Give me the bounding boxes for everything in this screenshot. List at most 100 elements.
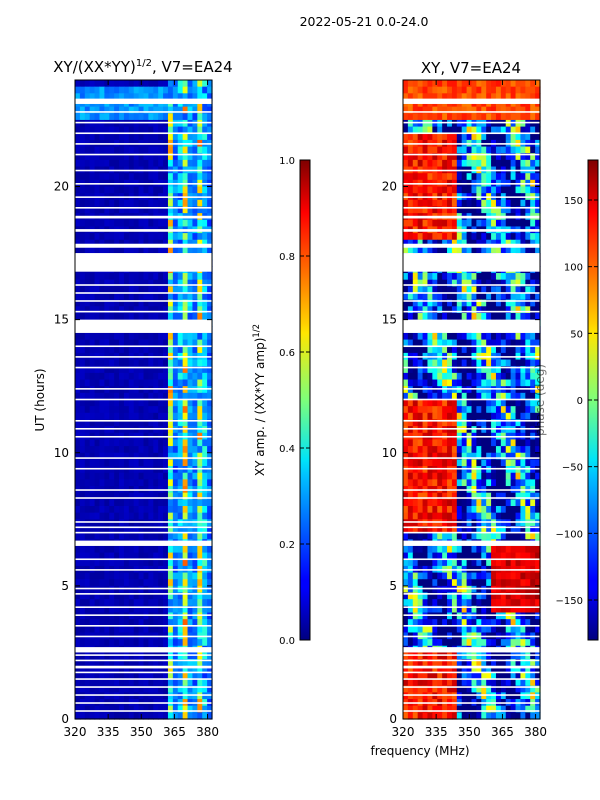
heatmap-cell (177, 585, 184, 594)
heatmap-cell (461, 572, 468, 580)
heatmap-cell (99, 379, 105, 387)
heatmap-cell (109, 339, 115, 347)
heatmap-cell (177, 552, 184, 560)
heatmap-cell (192, 512, 198, 520)
heatmap-cell (114, 299, 120, 307)
heatmap-cell (481, 372, 487, 381)
heatmap-cell (403, 552, 409, 560)
heatmap-cell (461, 293, 468, 301)
heatmap-cell (466, 133, 473, 141)
heatmap-cell (432, 506, 438, 514)
heatmap-cell (192, 605, 198, 614)
heatmap-cell (412, 339, 419, 347)
heatmap-cell (515, 199, 522, 208)
heatmap-cell (79, 426, 86, 434)
heatmap-cell (491, 525, 497, 534)
heatmap-cell (407, 572, 414, 580)
heatmap-cell (143, 692, 149, 700)
heatmap-cell (461, 219, 468, 228)
heatmap-cell (510, 506, 517, 514)
heatmap-cell (466, 499, 473, 507)
heatmap-cell (182, 306, 189, 314)
heatmap-cell (525, 372, 531, 381)
heatmap-cell (158, 659, 164, 667)
heatmap-cell (403, 133, 409, 141)
heatmap-cell (530, 80, 536, 88)
heatmap-cell (123, 312, 130, 321)
heatmap-cell (84, 419, 91, 427)
heatmap-cell (451, 159, 458, 168)
heatmap-cell (114, 273, 120, 281)
heatmap-cell (451, 146, 458, 154)
heatmap-cell (99, 472, 105, 480)
heatmap-cell (495, 379, 502, 387)
heatmap-cell (510, 339, 517, 347)
heatmap-cell (75, 499, 81, 507)
heatmap-cell (427, 206, 433, 214)
heatmap-cell (486, 146, 492, 154)
heatmap-cell (207, 512, 213, 520)
heatmap-cell (84, 439, 91, 447)
heatmap-cell (491, 545, 497, 554)
heatmap-cell (471, 446, 477, 454)
heatmap-cell (466, 286, 473, 294)
heatmap-cell (207, 332, 213, 341)
heatmap-cell (148, 572, 154, 580)
heatmap-cell (412, 312, 419, 321)
heatmap-cell (79, 585, 86, 594)
heatmap-cell (182, 186, 189, 194)
heatmap-cell (94, 372, 101, 381)
heatmap-cell (432, 466, 438, 474)
heatmap-cell (104, 659, 110, 667)
heatmap-cell (451, 545, 458, 554)
heatmap-cell (104, 685, 110, 693)
flagged-gap (75, 215, 212, 219)
heatmap-cell (432, 146, 438, 154)
heatmap-cell (148, 153, 154, 161)
heatmap-cell (447, 146, 453, 154)
heatmap-cell (167, 133, 174, 141)
heatmap-cell (197, 619, 203, 627)
heatmap-cell (84, 612, 91, 620)
heatmap-cell (192, 312, 198, 321)
x-tick-label: 335 (97, 725, 120, 739)
heatmap-cell (451, 126, 458, 134)
heatmap-cell (114, 146, 120, 154)
heatmap-cell (530, 233, 536, 241)
heatmap-cell (148, 312, 154, 321)
heatmap-cell (114, 679, 120, 687)
heatmap-cell (192, 186, 198, 194)
heatmap-cell (530, 559, 536, 567)
heatmap-cell (89, 519, 96, 527)
heatmap-cell (128, 93, 135, 101)
heatmap-cell (99, 359, 105, 367)
heatmap-cell (442, 585, 448, 594)
heatmap-cell (172, 579, 179, 587)
heatmap-cell (192, 206, 198, 214)
heatmap-cell (417, 472, 424, 480)
heatmap-cell (432, 379, 438, 387)
heatmap-cell (530, 552, 536, 560)
heatmap-cell (403, 219, 409, 228)
heatmap-cell (505, 299, 512, 307)
heatmap-cell (128, 446, 135, 454)
heatmap-cell (167, 612, 174, 620)
heatmap-cell (99, 459, 105, 467)
heatmap-cell (172, 386, 179, 394)
heatmap-cell (535, 173, 541, 181)
heatmap-cell (138, 506, 145, 514)
heatmap-cell (163, 479, 169, 487)
heatmap-cell (432, 499, 438, 507)
heatmap-cell (422, 419, 429, 427)
heatmap-cell (476, 199, 482, 208)
heatmap-cell (427, 392, 433, 401)
heatmap-cell (167, 372, 174, 381)
heatmap-cell (153, 86, 159, 94)
heatmap-cell (407, 366, 414, 374)
heatmap-cell (177, 612, 184, 620)
heatmap-cell (158, 559, 164, 567)
heatmap-cell (451, 459, 458, 467)
heatmap-cell (456, 552, 463, 560)
heatmap-cell (427, 446, 433, 454)
heatmap-cell (104, 346, 110, 354)
